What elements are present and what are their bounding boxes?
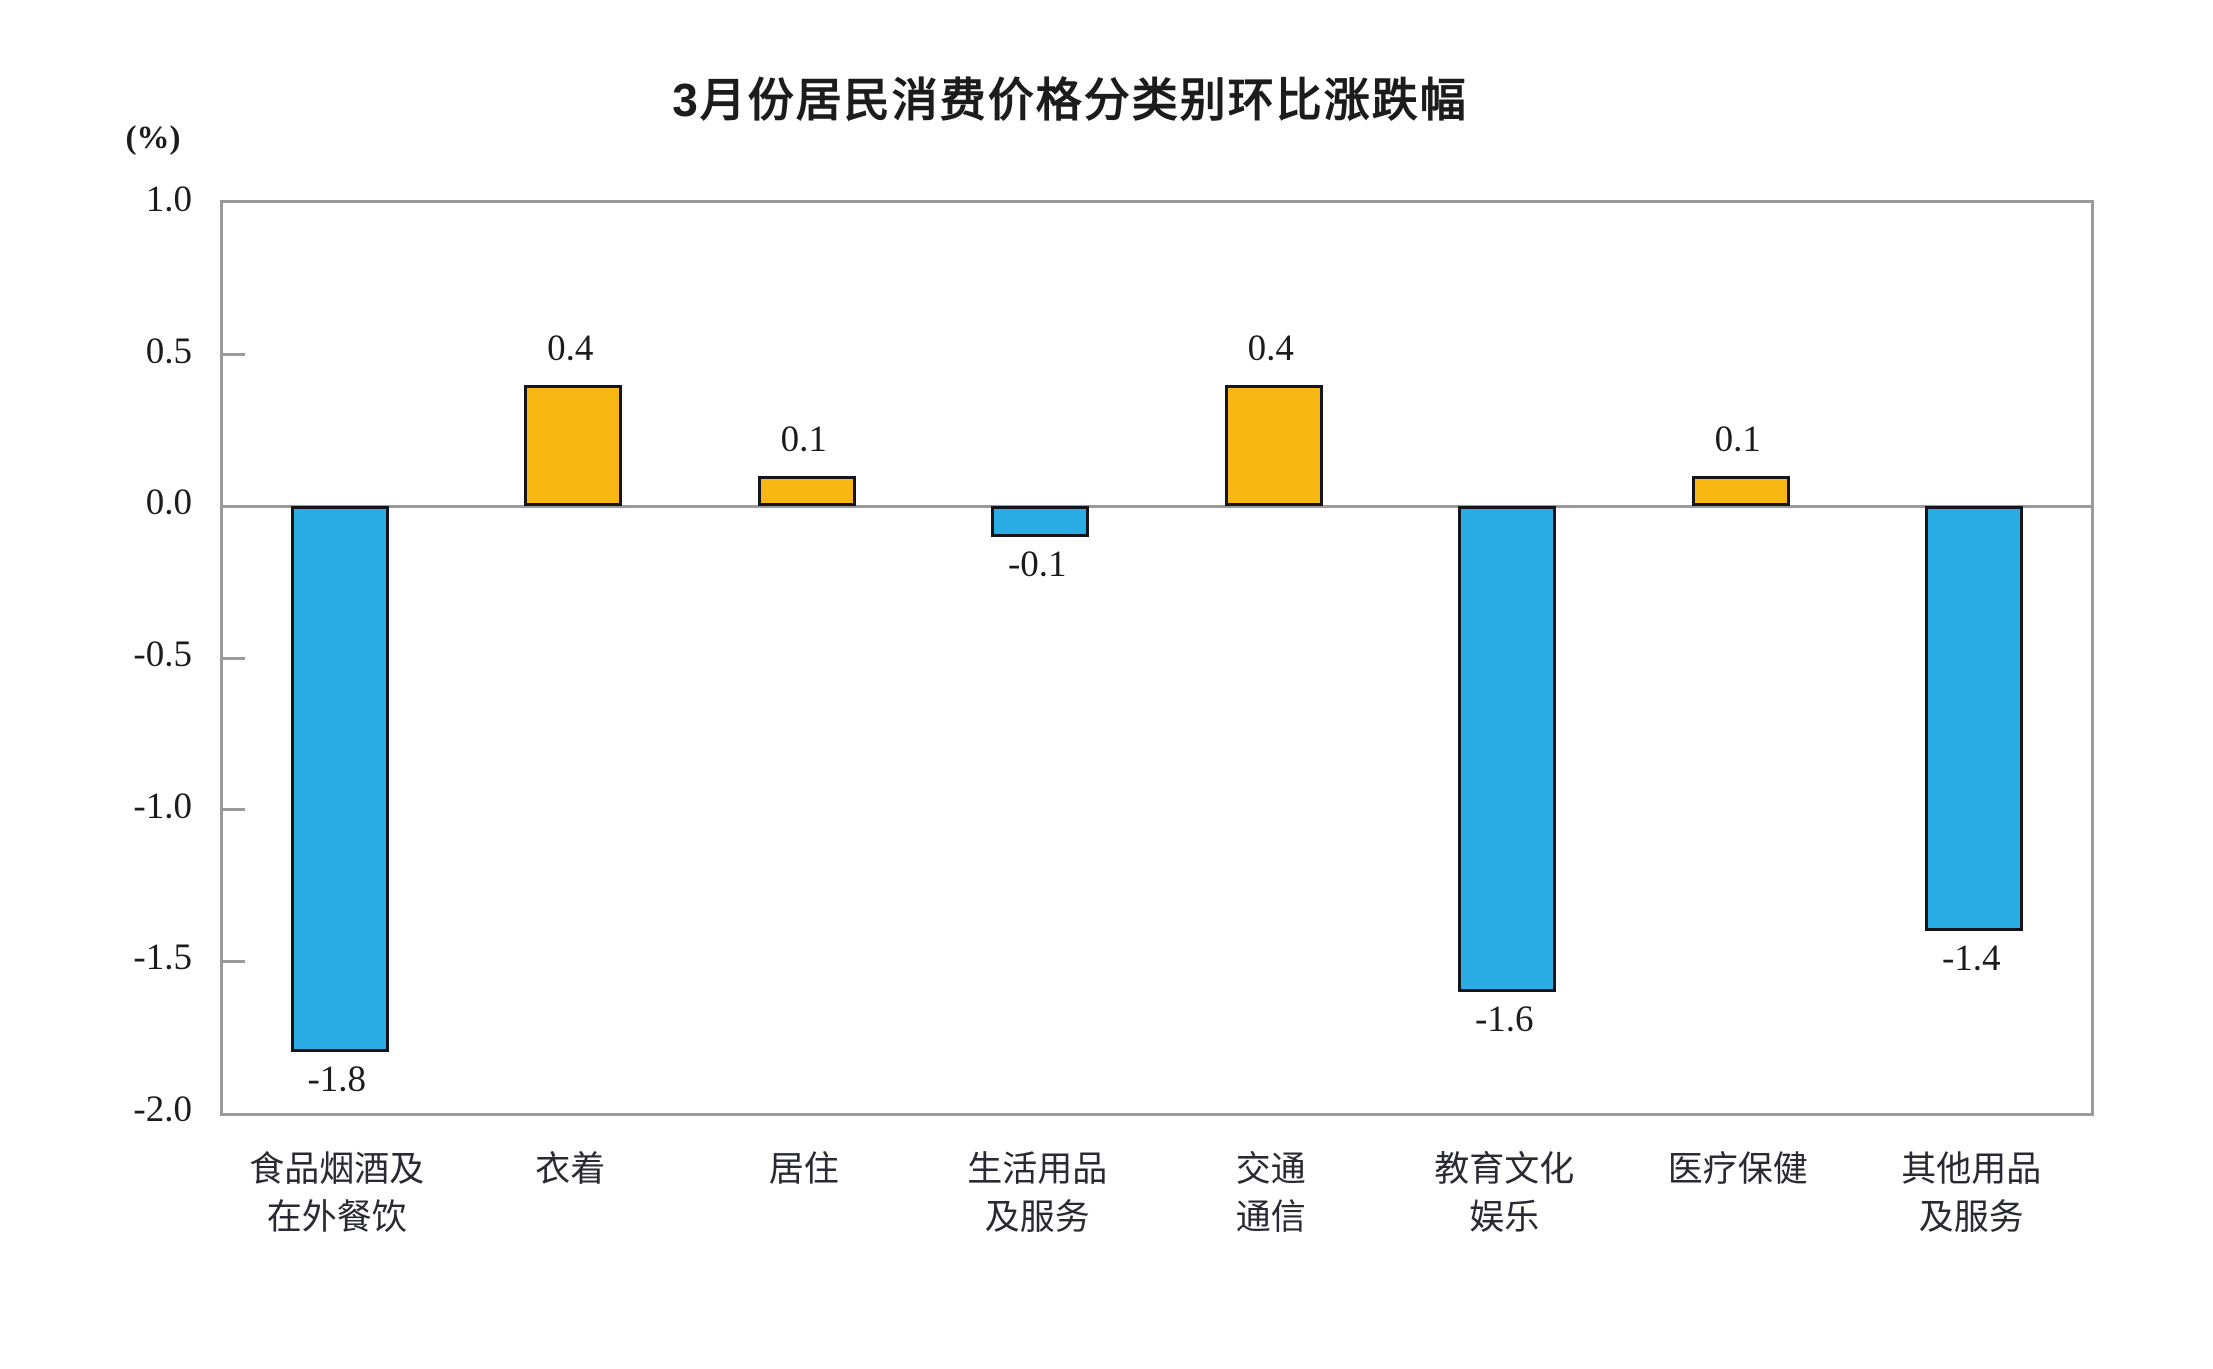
x-axis-category-label: 交通 通信 [1154, 1146, 1388, 1242]
y-axis-tick [223, 353, 245, 357]
x-axis-category-line: 衣着 [535, 1150, 606, 1189]
chart-bar [290, 506, 389, 1053]
y-axis-tick-label: 0.0 [145, 482, 192, 524]
x-axis-category-label: 教育文化 娱乐 [1388, 1146, 1622, 1242]
y-axis-tick-label: -1.0 [133, 785, 192, 827]
chart-bar [757, 476, 856, 507]
x-axis-category-label: 医疗保健 [1621, 1146, 1855, 1194]
chart-bar [991, 506, 1090, 537]
bar-value-label: 0.4 [547, 328, 594, 369]
bar-value-label: 0.1 [780, 419, 827, 460]
chart-bar [524, 385, 623, 507]
x-axis-category-line: 交通 [1235, 1150, 1306, 1189]
y-axis-tick [223, 959, 245, 963]
y-axis-tick-label: -0.5 [133, 634, 192, 675]
x-axis-category-line: 其他用品 [1901, 1150, 2042, 1189]
plot-area [220, 200, 2094, 1116]
x-axis-category-line: 教育文化 [1434, 1150, 1575, 1189]
x-axis-category-label: 生活用品 及服务 [921, 1146, 1155, 1242]
y-axis-tick-label: 1.0 [145, 179, 192, 220]
chart-title: 3月份居民消费价格分类别环比涨跌幅 [672, 74, 1468, 126]
x-axis-category-line: 在外餐饮 [266, 1198, 407, 1237]
x-axis-category-line: 生活用品 [967, 1150, 1108, 1189]
y-axis-tick-label: 0.5 [145, 330, 192, 372]
chart-bar [1691, 476, 1790, 507]
y-axis-tick-label: -1.5 [133, 937, 192, 979]
x-axis-category-line: 通信 [1235, 1198, 1306, 1237]
x-axis-category-line: 医疗保健 [1667, 1150, 1808, 1189]
bar-value-label: -1.6 [1474, 998, 1534, 1040]
x-axis-category-label: 食品烟酒及 在外餐饮 [220, 1146, 454, 1242]
y-axis-unit-label: (%) [125, 120, 181, 156]
bar-value-label: 0.4 [1247, 328, 1294, 369]
x-axis-category-line: 食品烟酒及 [249, 1150, 425, 1189]
chart-bar [1458, 506, 1557, 992]
bar-value-label: -1.8 [307, 1059, 367, 1101]
zero-line [223, 504, 2091, 508]
x-axis-category-line: 居住 [768, 1150, 839, 1189]
y-axis-tick [223, 656, 245, 660]
y-axis-tick [223, 808, 245, 812]
chart-bar [1224, 385, 1323, 507]
x-axis-category-line: 及服务 [1918, 1198, 2024, 1237]
bar-value-label: 0.1 [1714, 419, 1761, 460]
bar-value-label: -1.4 [1941, 938, 2001, 979]
chart-bar [1925, 506, 2024, 931]
y-axis-tick-label: -2.0 [133, 1089, 192, 1130]
x-axis-category-label: 居住 [687, 1146, 921, 1194]
bar-value-label: -0.1 [1007, 543, 1067, 585]
x-axis-category-line: 及服务 [984, 1198, 1090, 1237]
x-axis-category-line: 娱乐 [1469, 1198, 1540, 1237]
x-axis-category-label: 其他用品 及服务 [1855, 1146, 2089, 1242]
x-axis-category-label: 衣着 [454, 1146, 688, 1194]
